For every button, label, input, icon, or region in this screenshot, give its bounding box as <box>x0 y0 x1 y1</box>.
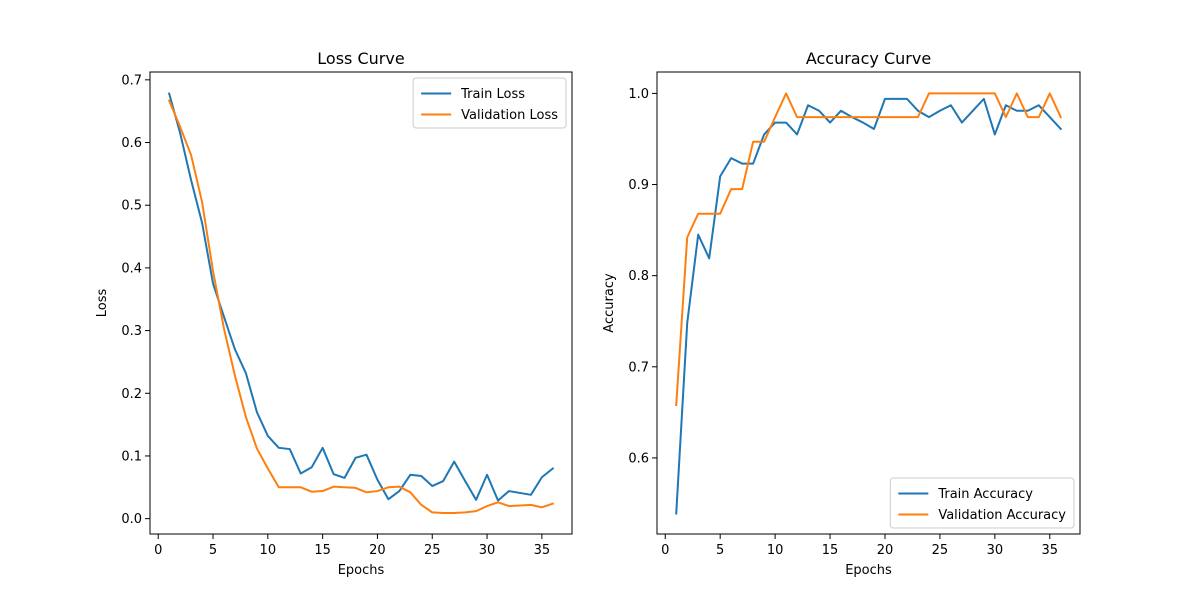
y-tick-label: 0.6 <box>628 451 649 466</box>
x-tick-label: 30 <box>479 543 496 558</box>
legend-label: Train Loss <box>460 87 525 102</box>
y-tick-label: 0.0 <box>121 512 142 527</box>
x-tick-label: 30 <box>987 543 1004 558</box>
y-tick-label: 0.7 <box>121 73 142 88</box>
chart-title: Accuracy Curve <box>806 49 931 68</box>
y-tick-label: 1.0 <box>628 87 649 102</box>
x-tick-label: 15 <box>314 543 331 558</box>
y-tick-label: 0.8 <box>628 269 649 284</box>
y-tick-label: 0.9 <box>628 178 649 193</box>
x-tick-label: 25 <box>932 543 949 558</box>
chart-panel-2: 0 5 10 15 20 25 30 35 0.6 0.7 0.8 0.9 1.0 Accuracy Cu… <box>602 49 1080 578</box>
y-tick-label: 0.1 <box>121 449 142 464</box>
chart-title: Loss Curve <box>317 49 404 68</box>
x-tick-label: 35 <box>534 543 551 558</box>
x-tick-label: 20 <box>369 543 386 558</box>
plot-frame <box>150 72 572 534</box>
y-tick-label: 0.7 <box>628 360 649 375</box>
legend-label: Train Accuracy <box>937 487 1033 502</box>
x-tick-label: 10 <box>767 543 784 558</box>
y-tick-label: 0.5 <box>121 199 142 214</box>
x-tick-label: 15 <box>822 543 839 558</box>
y-tick-label: 0.4 <box>121 261 142 276</box>
legend-label: Validation Accuracy <box>938 508 1066 523</box>
series-line-2 <box>676 93 1061 405</box>
y-tick-label: 0.2 <box>121 387 142 402</box>
series-line-1 <box>676 99 1061 514</box>
chart-panel-1: 0 5 10 15 20 25 30 35 0.0 0.1 0.2 0.3 0.4 0.5 0.6 0.7 Lo… <box>95 49 572 578</box>
y-tick-label: 0.6 <box>121 136 142 151</box>
legend-label: Validation Loss <box>461 108 558 123</box>
plot-frame <box>657 72 1080 534</box>
x-tick-label: 0 <box>154 543 162 558</box>
y-axis-label: Accuracy <box>602 273 617 333</box>
series-line-1 <box>169 94 553 501</box>
legend: Train Accuracy Validation Accuracy <box>890 478 1074 528</box>
x-tick-label: 5 <box>716 543 724 558</box>
legend: Train Loss Validation Loss <box>413 78 566 128</box>
x-tick-label: 20 <box>877 543 894 558</box>
x-tick-label: 35 <box>1042 543 1059 558</box>
y-axis-label: Loss <box>95 289 110 318</box>
y-tick-label: 0.3 <box>121 324 142 339</box>
series-line-2 <box>169 101 553 513</box>
x-axis-label: Epochs <box>338 563 385 578</box>
x-tick-label: 5 <box>209 543 217 558</box>
x-tick-label: 0 <box>661 543 669 558</box>
x-axis-label: Epochs <box>845 563 892 578</box>
x-tick-label: 25 <box>424 543 441 558</box>
x-tick-label: 10 <box>260 543 277 558</box>
